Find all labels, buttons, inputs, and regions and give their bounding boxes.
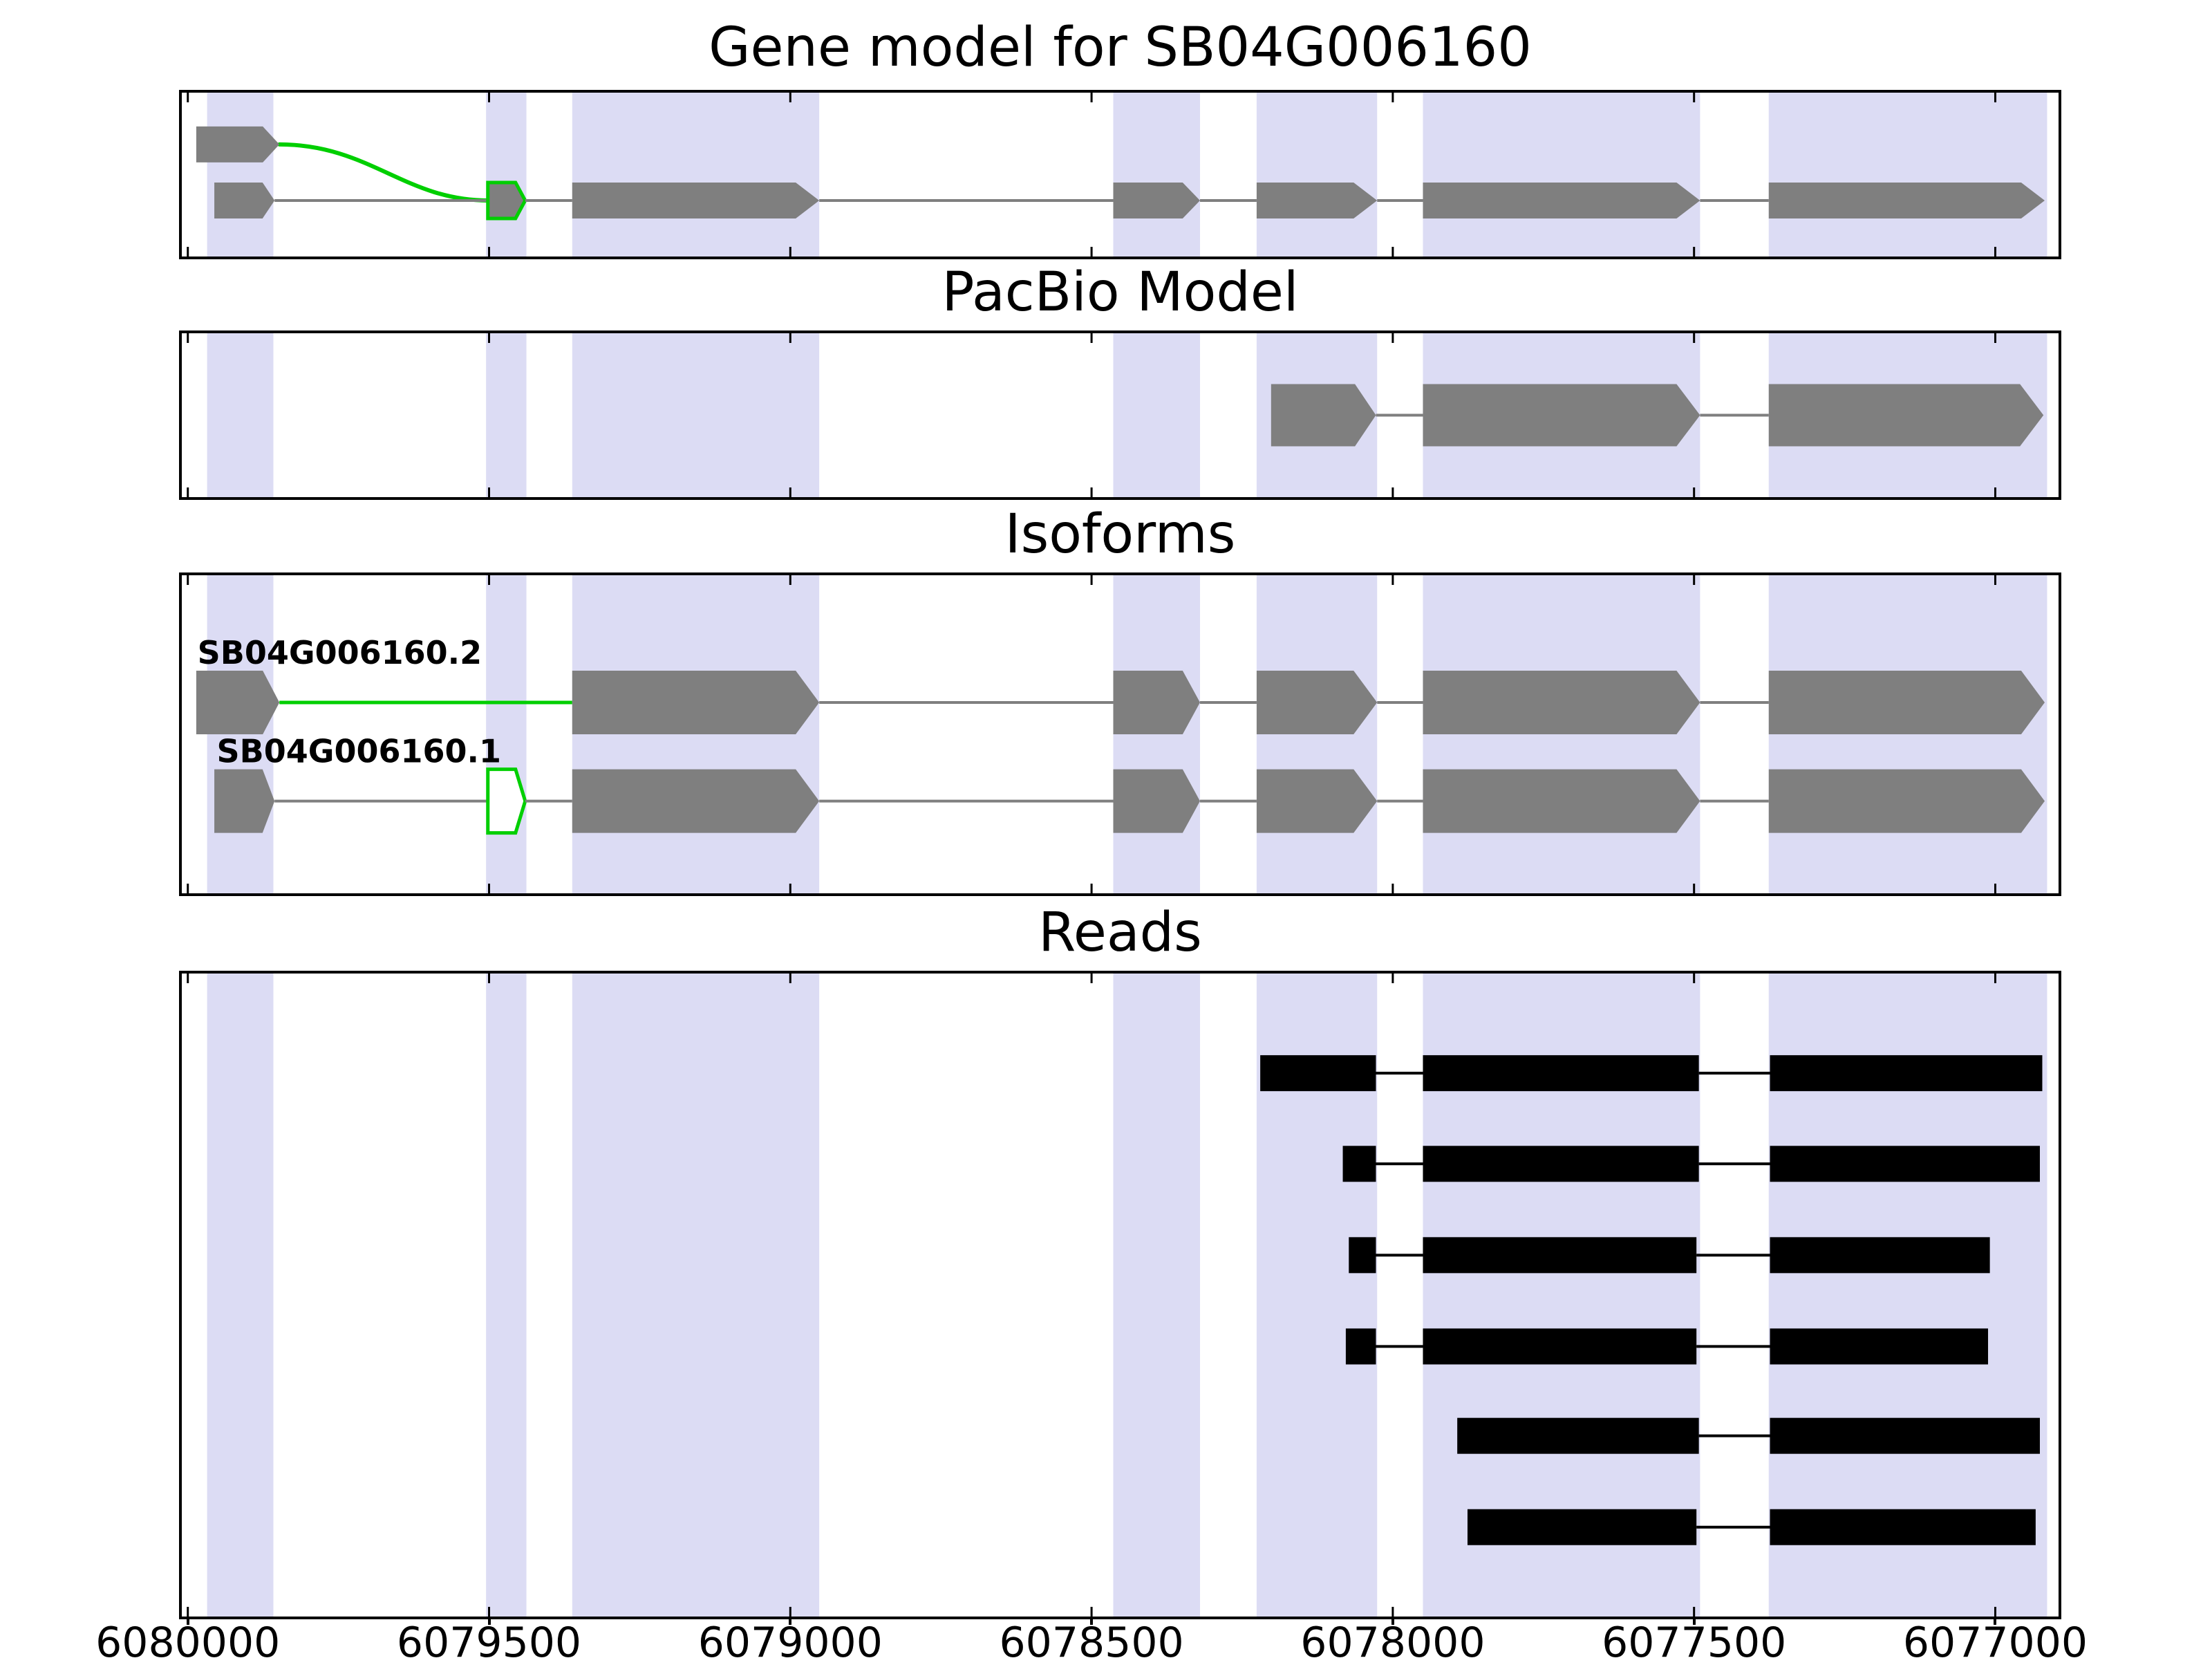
x-axis-tick-mark — [789, 1617, 792, 1625]
panel-pacbio-model — [179, 330, 2061, 500]
x-axis-tick-mark — [487, 1617, 491, 1625]
exon-highlight-band — [207, 974, 274, 1617]
splice-curve — [277, 142, 490, 203]
exon-block — [1423, 769, 1700, 833]
isoform-label: SB04G006160.1 — [217, 733, 501, 770]
x-axis-tick-label: 6079000 — [697, 1619, 883, 1667]
exon-block — [1113, 182, 1200, 218]
exon-highlight-band — [486, 93, 527, 257]
read-block — [1457, 1417, 1699, 1454]
exon-block — [486, 180, 527, 221]
exon-highlight-band — [1768, 93, 2047, 257]
reads-canvas — [187, 974, 2047, 1617]
exon-block — [196, 126, 280, 162]
exon-highlight-band — [486, 575, 527, 893]
read-block — [1770, 1237, 1990, 1274]
panel-title-pacbio-model: PacBio Model — [941, 261, 1299, 324]
x-axis: 6080000 6079500 6079000 6078500 6078000 60775… — [0, 1617, 2212, 1664]
x-axis-tick-label: 6077500 — [1602, 1619, 1787, 1667]
exon-highlight-band — [1256, 93, 1378, 257]
exon-block — [1113, 769, 1200, 833]
x-axis-tick-mark — [1994, 1617, 1997, 1625]
exon-block — [1256, 671, 1378, 734]
exon-block — [1768, 384, 2044, 447]
exon-block — [1423, 384, 1700, 447]
panel-gene-model — [179, 90, 2061, 259]
x-axis-tick-label: 6077000 — [1902, 1619, 2088, 1667]
x-axis-tick-mark — [1692, 1617, 1696, 1625]
read-block — [1770, 1417, 2040, 1454]
panel-reads — [179, 971, 2061, 1619]
exon-highlight-band — [1113, 974, 1200, 1617]
x-axis-tick-label: 6079500 — [396, 1619, 582, 1667]
exon-highlight-band — [572, 974, 820, 1617]
exon-block — [196, 671, 280, 734]
read-block — [1349, 1237, 1376, 1274]
exon-block — [1768, 182, 2045, 218]
exon-highlight-band — [572, 333, 820, 497]
exon-block — [1423, 182, 1700, 218]
exon-block — [572, 671, 820, 734]
panel-title-reads: Reads — [1038, 902, 1202, 964]
exon-block — [1768, 769, 2045, 833]
exon-highlight-band — [1113, 333, 1200, 497]
read-block — [1770, 1055, 2043, 1092]
exon-block — [1271, 384, 1376, 447]
isoform-label: SB04G006160.2 — [198, 634, 482, 671]
read-block — [1467, 1509, 1697, 1545]
exon-block — [1256, 769, 1378, 833]
x-axis-tick-label: 6078000 — [1300, 1619, 1485, 1667]
exon-block — [1113, 671, 1200, 734]
read-block — [1770, 1328, 1989, 1365]
exon-block — [1768, 671, 2045, 734]
read-block — [1423, 1328, 1697, 1365]
read-block — [1423, 1237, 1697, 1274]
read-block — [1423, 1055, 1699, 1092]
isoforms-canvas: SB04G006160.2 SB04G006160.1 — [187, 575, 2047, 893]
exon-highlight-band — [207, 93, 274, 257]
exon-block — [1423, 671, 1700, 734]
exon-block — [572, 182, 820, 218]
x-axis-tick-mark — [186, 1617, 189, 1625]
read-block — [1260, 1055, 1376, 1092]
panel-isoforms: SB04G006160.2 SB04G006160.1 — [179, 572, 2061, 896]
read-block — [1342, 1146, 1376, 1182]
exon-highlight-band — [486, 333, 527, 497]
gene-model-canvas — [187, 93, 2047, 257]
pacbio-model-canvas — [187, 333, 2047, 497]
read-block — [1770, 1146, 2040, 1182]
exon-highlight-band — [1423, 93, 1700, 257]
x-axis-tick-label: 6080000 — [95, 1619, 281, 1667]
exon-highlight-band — [572, 93, 820, 257]
x-axis-tick-mark — [1090, 1617, 1094, 1625]
exon-block — [1256, 182, 1378, 218]
exon-block — [214, 769, 275, 833]
x-axis-tick-mark — [1391, 1617, 1394, 1625]
panel-title-gene-model: Gene model for SB04G006160 — [709, 17, 1532, 79]
read-block — [1770, 1509, 2036, 1545]
exon-highlight-band — [486, 974, 527, 1617]
exon-block — [572, 769, 820, 833]
x-axis-tick-label: 6078500 — [999, 1619, 1184, 1667]
exon-block — [486, 767, 527, 835]
exon-block — [214, 182, 275, 218]
panel-title-isoforms: Isoforms — [1004, 503, 1236, 566]
read-block — [1345, 1328, 1376, 1365]
exon-highlight-band — [207, 333, 274, 497]
exon-highlight-band — [1113, 93, 1200, 257]
read-block — [1423, 1146, 1699, 1182]
